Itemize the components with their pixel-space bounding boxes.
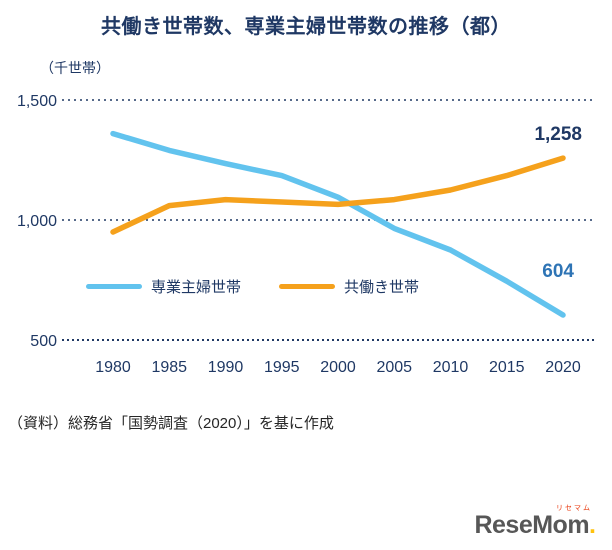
legend-swatch	[86, 284, 142, 289]
x-tick-label: 2005	[376, 359, 412, 376]
legend-item: 専業主婦世帯	[86, 276, 241, 297]
x-tick-label: 1995	[264, 359, 300, 376]
x-tick-label: 2015	[489, 359, 525, 376]
x-tick-label: 2020	[545, 359, 581, 376]
logo-wordmark: ReseMom	[474, 511, 590, 539]
legend-swatch	[279, 284, 336, 289]
chart-legend: 専業主婦世帯 共働き世帯	[86, 276, 419, 297]
y-axis-unit-label: （千世帯）	[40, 60, 110, 76]
legend-label: 共働き世帯	[344, 279, 420, 296]
x-tick-label: 1985	[151, 359, 187, 376]
line-chart: 1,500 1,000 500 1980 1985 1990 1995 2000 2005 201…	[17, 93, 594, 376]
resemom-logo: リセマム ReseMom.	[474, 505, 596, 538]
legend-label: 専業主婦世帯	[151, 279, 242, 296]
x-tick-label: 2000	[320, 359, 356, 376]
source-note: （資料）総務省「国勢調査（2020）」を基に作成	[8, 415, 334, 432]
series-end-label: 604	[542, 261, 574, 282]
y-tick-label: 1,000	[17, 213, 57, 230]
series-line-0	[110, 130, 566, 318]
x-tick-label: 2010	[433, 359, 469, 376]
y-tick-label: 1,500	[17, 93, 57, 110]
logo-dot: .	[589, 511, 596, 539]
x-tick-label: 1980	[95, 359, 131, 376]
series-line-1	[110, 155, 566, 235]
x-tick-label: 1990	[208, 359, 244, 376]
logo-ruby-text: リセマム	[556, 505, 592, 512]
series-end-label: 1,258	[534, 124, 582, 145]
legend-item: 共働き世帯	[279, 276, 419, 297]
chart-title: 共働き世帯数、専業主婦世帯数の推移（都）	[101, 16, 511, 38]
y-tick-label: 500	[30, 333, 57, 350]
